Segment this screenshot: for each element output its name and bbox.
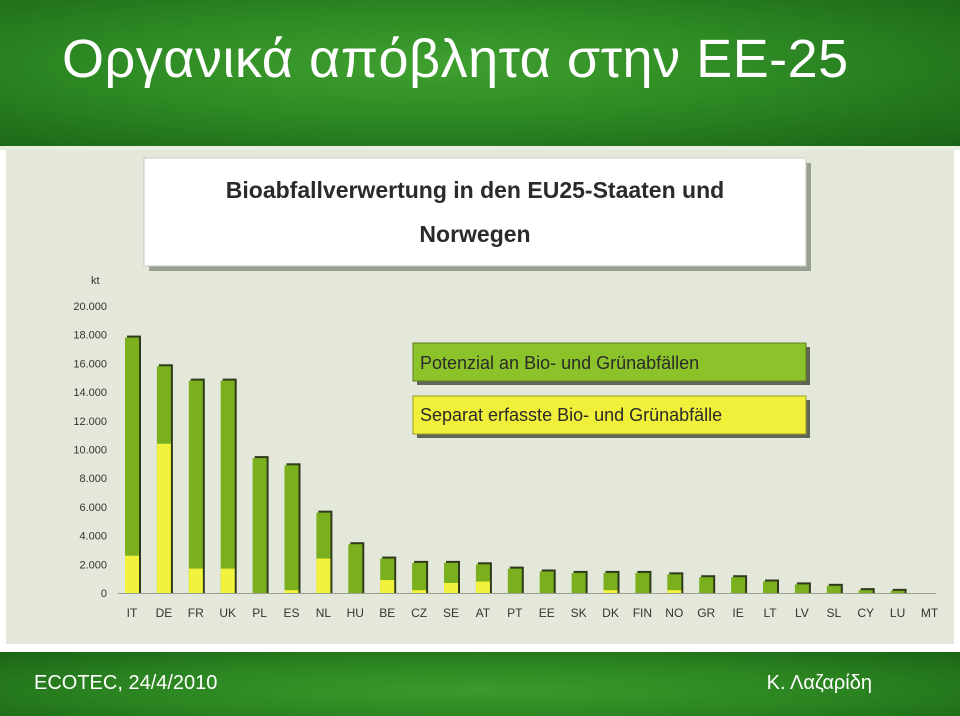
y-axis-unit: kt [91,275,100,287]
y-tick-label: 10.000 [73,445,107,457]
x-tick-label: NL [316,606,332,620]
x-tick-label: SE [443,606,459,620]
bar-separate-dk [603,590,618,593]
x-tick-label: SK [571,606,587,620]
x-tick-label: EE [539,606,555,620]
x-tick-label: PL [252,606,267,620]
bars [125,335,907,593]
legend-swatch-potential [412,342,807,382]
x-tick-label: LU [890,606,905,620]
slide-footer: ECOTEC, 24/4/2010 Κ. Λαζαρίδη [0,652,960,716]
x-tick-label: FIN [633,606,652,620]
y-tick-label: 4.000 [79,531,107,543]
bar-separate-nl [316,558,331,593]
bar-potential-ee [539,571,554,593]
y-tick-label: 6.000 [79,502,107,514]
footer-event-date: ECOTEC, 24/4/2010 [34,672,218,694]
bar-potential-pl [252,458,267,593]
bar-separate-it [125,555,139,593]
y-axis: 0 2.000 4.000 6.000 8.000 10.000 12.000 14.000 1… [73,301,936,600]
x-tick-label: CY [857,606,874,620]
bar-potential-cz [412,562,427,593]
legend-swatch-separate [412,395,807,435]
bar-separate-es [284,590,299,593]
y-tick-label: 12.000 [73,416,107,428]
legend-label-potential: Potenzial an Bio- und Grünabfällen [420,353,699,373]
x-tick-label: CZ [411,606,427,620]
x-tick-label: MT [921,606,939,620]
x-tick-label: HU [347,606,364,620]
chart-panel: Bioabfallverwertung in den EU25-Staaten … [6,150,954,644]
bar-potential-hu [348,544,363,593]
chart-title-box: Bioabfallverwertung in den EU25-Staaten … [143,157,811,271]
bar-potential-ie [731,577,746,593]
bar-separate-no [667,590,682,593]
header-divider [0,146,960,150]
x-tick-label: LT [763,606,777,620]
bar-potential-es [284,465,299,593]
bar-separate-de [156,443,171,593]
x-tick-label: IE [732,606,743,620]
x-tick-label: DE [156,606,173,620]
x-tick-label: NO [665,606,683,620]
bar-potential-sk [571,572,586,593]
x-tick-label: BE [379,606,395,620]
chart-title-line-2: Norwegen [419,221,530,247]
x-tick-label: IT [127,606,138,620]
bar-potential-fin [635,572,650,593]
bar-chart: Bioabfallverwertung in den EU25-Staaten … [73,157,939,620]
y-tick-label: 2.000 [79,559,107,571]
bar-separate-at [475,581,490,593]
x-tick-label: LV [795,606,809,620]
x-axis: IT DE FR UK PL ES NL HU BE CZ SE AT PT EE SK DK FIN NO GR I… [127,606,939,620]
bar-separate-uk [220,568,235,593]
x-tick-label: DK [602,606,619,620]
bar-potential-it [125,337,139,593]
chart-title-line-1: Bioabfallverwertung in den EU25-Staaten … [226,177,724,203]
y-tick-label: 0 [101,588,107,600]
bar-potential-lv [794,584,809,593]
x-tick-label: SL [826,606,841,620]
bar-separate-fr [188,568,203,593]
bar-potential-fr [188,380,203,593]
x-tick-label: FR [188,606,204,620]
bar-separate-se [444,582,458,593]
x-tick-label: GR [697,606,715,620]
bar-potential-sl [826,585,841,593]
x-tick-label: ES [283,606,299,620]
bar-potential-lu [890,590,905,593]
bar-separate-be [380,580,395,593]
bar-separate-cz [412,590,427,593]
chart-legend: Potenzial an Bio- und Grünabfällen Separ… [412,342,810,438]
y-tick-label: 16.000 [73,358,107,370]
bar-potential-no [667,574,682,593]
y-tick-label: 20.000 [73,301,107,313]
bar-potential-gr [699,577,714,593]
x-tick-label: AT [476,606,491,620]
bar-potential-pt [507,568,522,593]
bar-potential-cy [858,590,873,593]
bar-potential-lt [763,581,777,593]
slide-title: Οργανικά απόβλητα στην ΕΕ-25 [62,29,849,89]
x-tick-label: UK [219,606,236,620]
slide-header: Οργανικά απόβλητα στην ΕΕ-25 [0,0,960,146]
y-tick-label: 14.000 [73,387,107,399]
y-tick-label: 18.000 [73,330,107,342]
bar-potential-uk [220,380,235,593]
y-tick-label: 8.000 [79,473,107,485]
bar-potential-dk [603,572,618,593]
legend-label-separate: Separat erfasste Bio- und Grünabfälle [420,405,722,425]
x-tick-label: PT [507,606,523,620]
footer-author: Κ. Λαζαρίδη [766,672,872,694]
